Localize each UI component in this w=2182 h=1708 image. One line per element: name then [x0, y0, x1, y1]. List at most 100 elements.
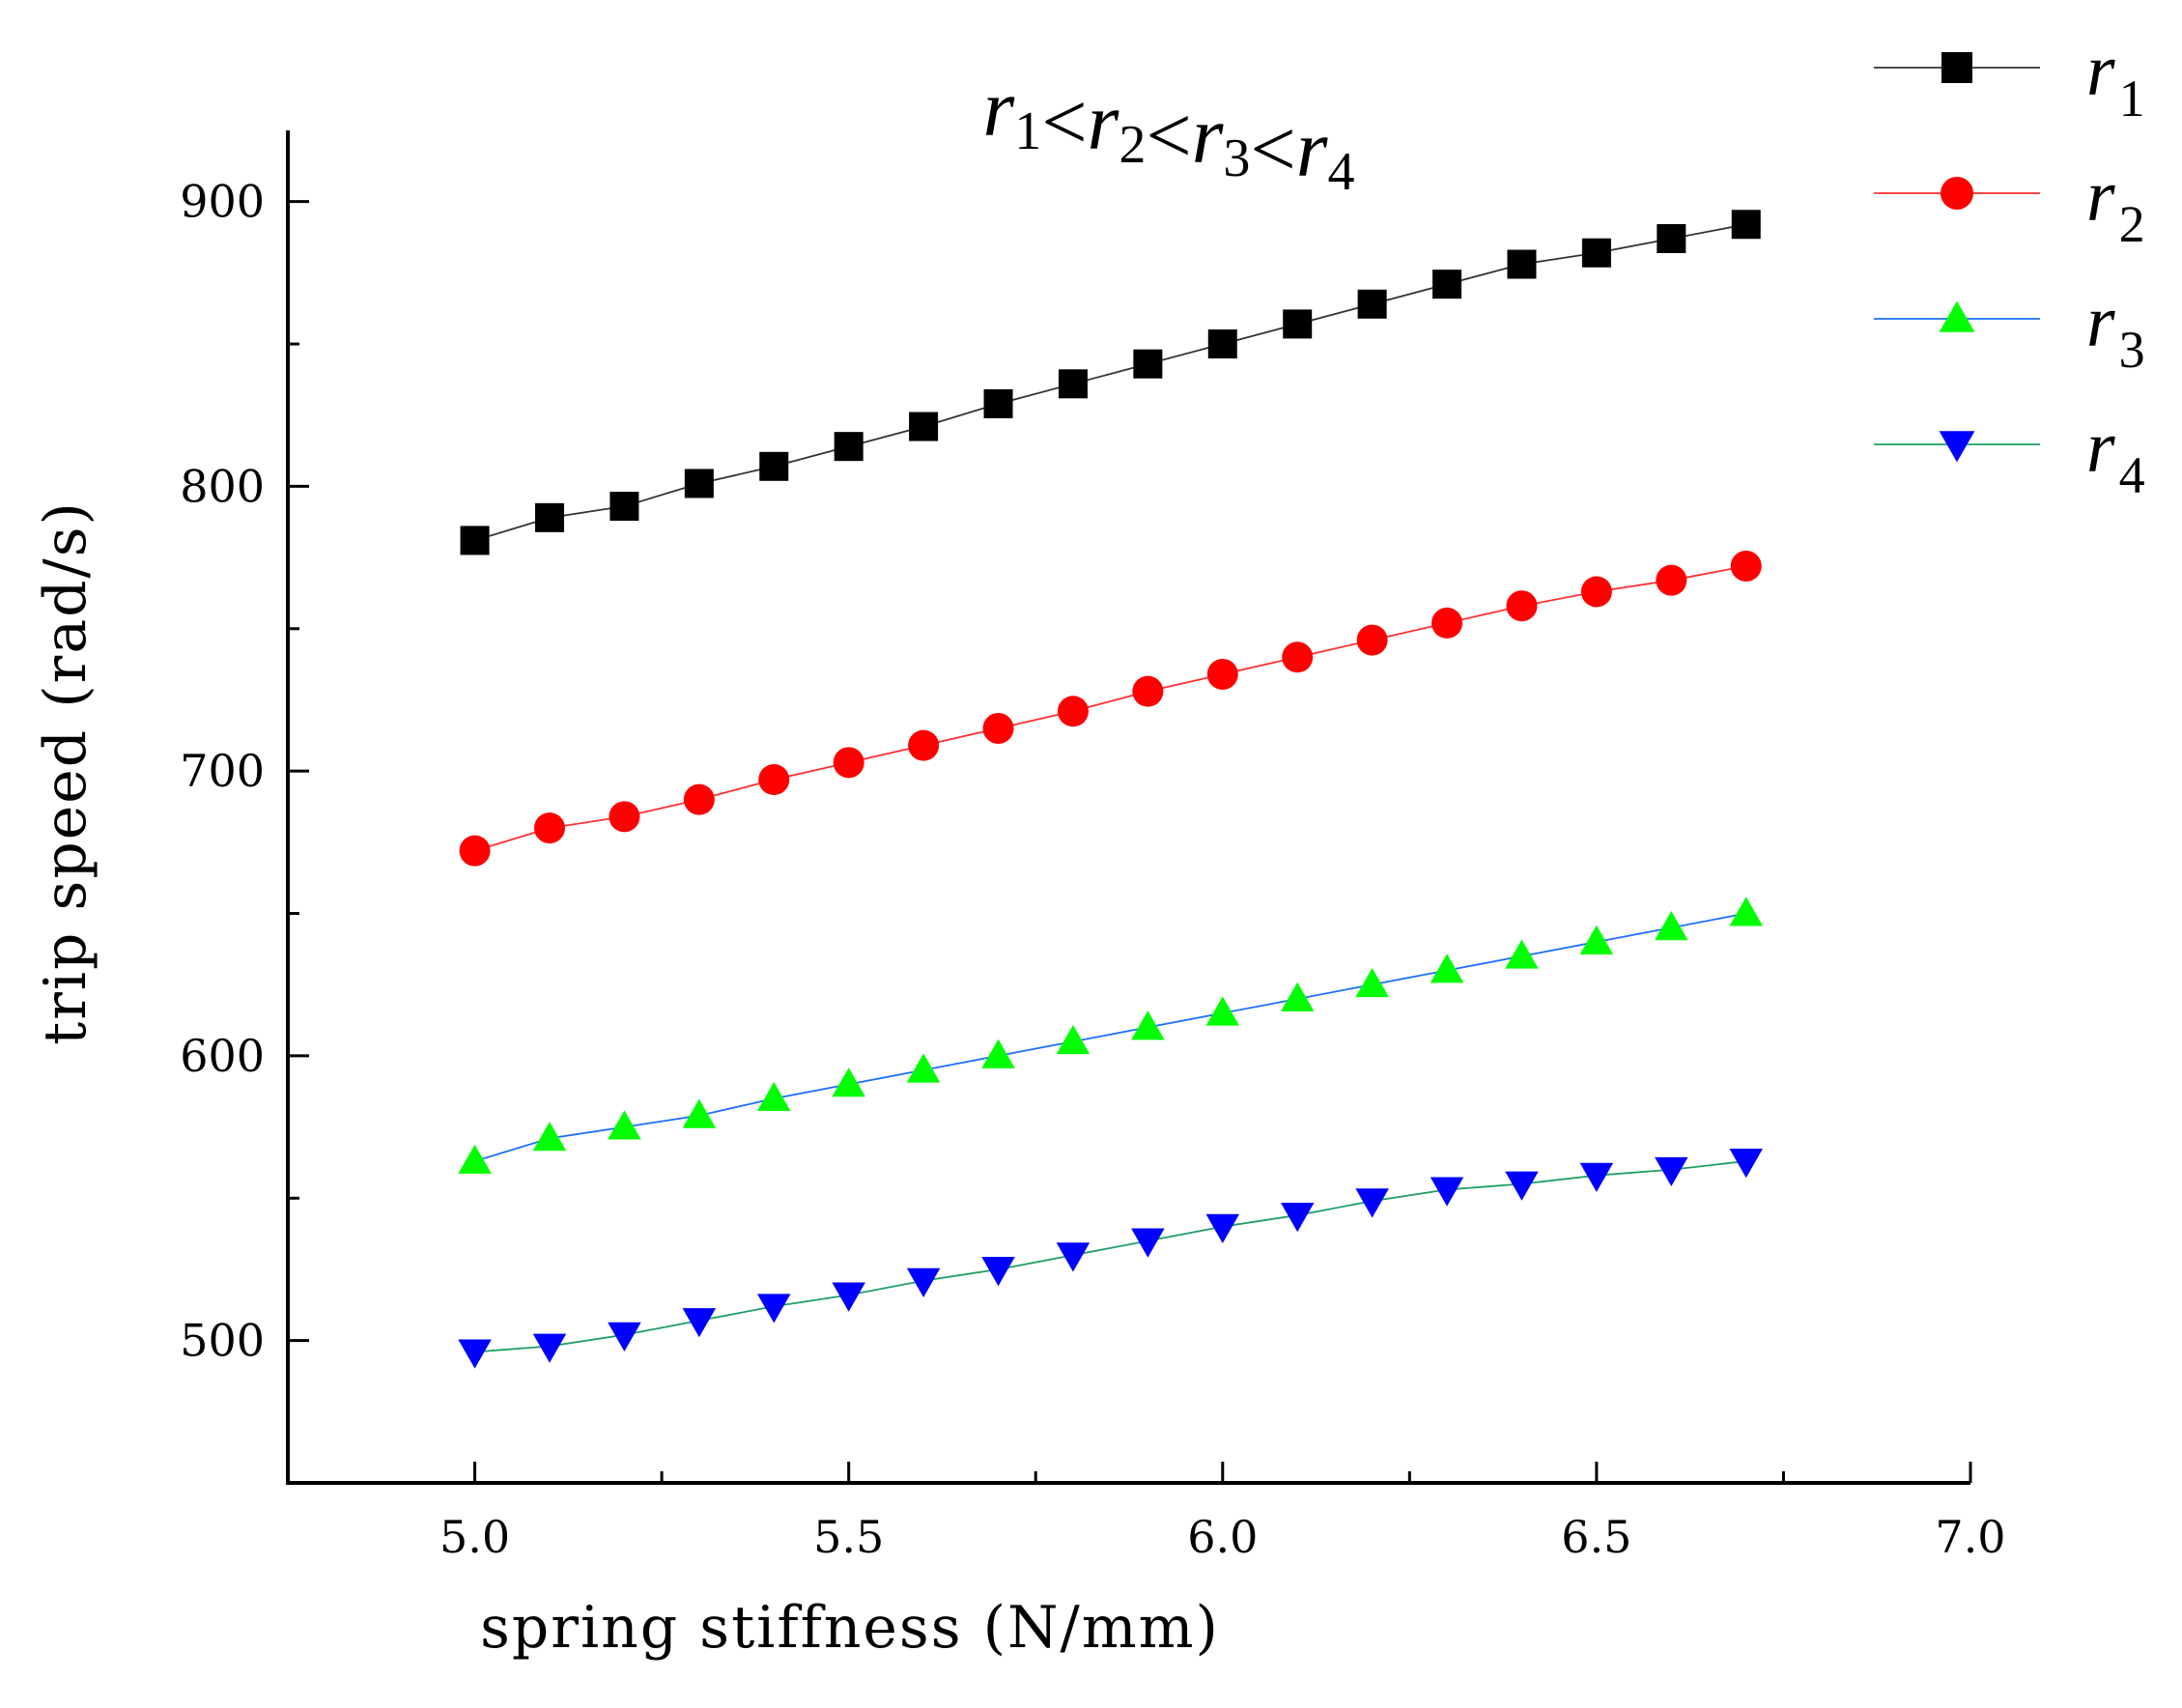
- data-point-r4: [682, 1308, 717, 1338]
- data-point-r3: [682, 1098, 717, 1128]
- data-point-r1: [684, 469, 714, 498]
- data-point-r2: [833, 747, 864, 779]
- data-point-r1: [1357, 289, 1387, 319]
- series-line-r4: [474, 1160, 1746, 1353]
- data-point-r3: [981, 1039, 1015, 1068]
- x-tick-label: 5.5: [813, 1511, 884, 1563]
- data-point-r4: [1355, 1188, 1389, 1218]
- data-point-r2: [459, 835, 491, 867]
- data-point-r4: [906, 1267, 941, 1297]
- data-point-r3: [1579, 925, 1614, 954]
- data-point-r1: [834, 432, 864, 462]
- data-point-r1: [534, 502, 564, 532]
- data-point-r1: [460, 526, 490, 555]
- y-tick-label: 900: [180, 176, 265, 228]
- data-point-r3: [832, 1068, 865, 1097]
- series-line-r2: [474, 565, 1746, 852]
- legend-item-r1: r1: [1874, 30, 2145, 128]
- chart-title-text: r1<r2<r3<r4: [983, 64, 1355, 202]
- legend-label: r4: [2086, 407, 2145, 504]
- x-tick-label: 5.0: [439, 1511, 510, 1563]
- legend-marker: [1941, 177, 1973, 210]
- data-point-r1: [983, 388, 1013, 418]
- data-point-r4: [1505, 1171, 1539, 1201]
- data-point-r2: [1431, 607, 1463, 639]
- data-point-r1: [1207, 329, 1237, 359]
- data-point-r3: [608, 1110, 641, 1140]
- series-r2: [459, 550, 1762, 867]
- data-point-r3: [1655, 911, 1688, 941]
- series-r3: [458, 897, 1763, 1174]
- data-point-r4: [1430, 1177, 1464, 1207]
- data-point-r3: [458, 1144, 492, 1174]
- series-line-r1: [474, 223, 1746, 542]
- data-point-r4: [1131, 1228, 1165, 1258]
- data-point-r2: [982, 712, 1014, 744]
- data-point-r2: [1580, 576, 1612, 608]
- data-point-r2: [533, 812, 565, 844]
- data-point-r4: [1056, 1242, 1091, 1272]
- data-point-r3: [906, 1053, 941, 1083]
- data-point-r2: [683, 783, 715, 815]
- x-tick-label: 6.0: [1187, 1511, 1258, 1563]
- legend-item-r4: r4: [1874, 407, 2145, 504]
- legend-label: r3: [2086, 281, 2145, 379]
- legend-item-r2: r2: [1874, 156, 2145, 253]
- data-point-r2: [1282, 641, 1314, 673]
- legend-item-r3: r3: [1874, 281, 2145, 379]
- x-tick-label: 7.0: [1935, 1511, 2005, 1563]
- data-point-r3: [1056, 1024, 1091, 1055]
- legend-label: r2: [2086, 156, 2145, 253]
- data-point-r4: [608, 1322, 641, 1352]
- data-point-r1: [1657, 224, 1686, 253]
- data-point-r3: [532, 1122, 567, 1152]
- data-point-r2: [1656, 564, 1687, 596]
- data-point-r3: [756, 1081, 791, 1112]
- data-point-r4: [1205, 1213, 1240, 1243]
- data-point-r4: [1655, 1156, 1688, 1187]
- legend-marker: [1941, 52, 1972, 83]
- data-point-r3: [1355, 967, 1389, 998]
- data-point-r1: [1283, 309, 1313, 339]
- data-point-r3: [1729, 897, 1763, 926]
- y-tick-label: 600: [180, 1030, 265, 1082]
- legend-marker: [1939, 431, 1975, 463]
- x-tick-label: 6.5: [1561, 1511, 1631, 1563]
- data-point-r1: [909, 412, 939, 441]
- series-r1: [460, 210, 1761, 555]
- data-point-r4: [832, 1282, 865, 1312]
- data-point-r1: [609, 492, 639, 522]
- data-point-r3: [1430, 954, 1464, 983]
- data-point-r2: [1356, 624, 1388, 656]
- data-point-r2: [1057, 696, 1089, 727]
- data-point-r2: [1132, 675, 1164, 707]
- data-point-r2: [1730, 550, 1762, 582]
- y-tick-label: 800: [180, 460, 265, 512]
- data-point-r2: [609, 801, 640, 833]
- data-point-r3: [1280, 982, 1315, 1011]
- data-point-r4: [458, 1339, 492, 1369]
- data-point-r4: [981, 1257, 1015, 1287]
- data-point-r4: [1280, 1203, 1315, 1233]
- series-line-r3: [474, 912, 1746, 1162]
- data-point-r1: [759, 451, 789, 481]
- data-point-r4: [1579, 1162, 1614, 1192]
- legend-label: r1: [2086, 30, 2145, 128]
- y-tick-label: 500: [180, 1315, 265, 1367]
- axes: 500 600 700 800 900 5.0 5.5 6.0 6.5 7.0: [180, 130, 2006, 1563]
- data-point-r1: [1133, 349, 1163, 379]
- data-point-r2: [1506, 590, 1538, 622]
- data-point-r4: [756, 1294, 791, 1324]
- data-point-r1: [1731, 210, 1761, 240]
- chart-title: r1<r2<r3<r4: [983, 64, 1355, 202]
- data-point-r3: [1505, 939, 1539, 969]
- data-point-r3: [1131, 1011, 1165, 1040]
- x-axis-label: spring stiffness (N/mm): [480, 1594, 1220, 1662]
- data-point-r2: [758, 764, 790, 795]
- legend: r1 r2 r3 r4: [1874, 30, 2145, 504]
- data-point-r1: [1507, 249, 1537, 279]
- data-point-r4: [532, 1333, 567, 1363]
- data-point-r3: [1205, 996, 1240, 1026]
- data-point-r1: [1432, 270, 1462, 299]
